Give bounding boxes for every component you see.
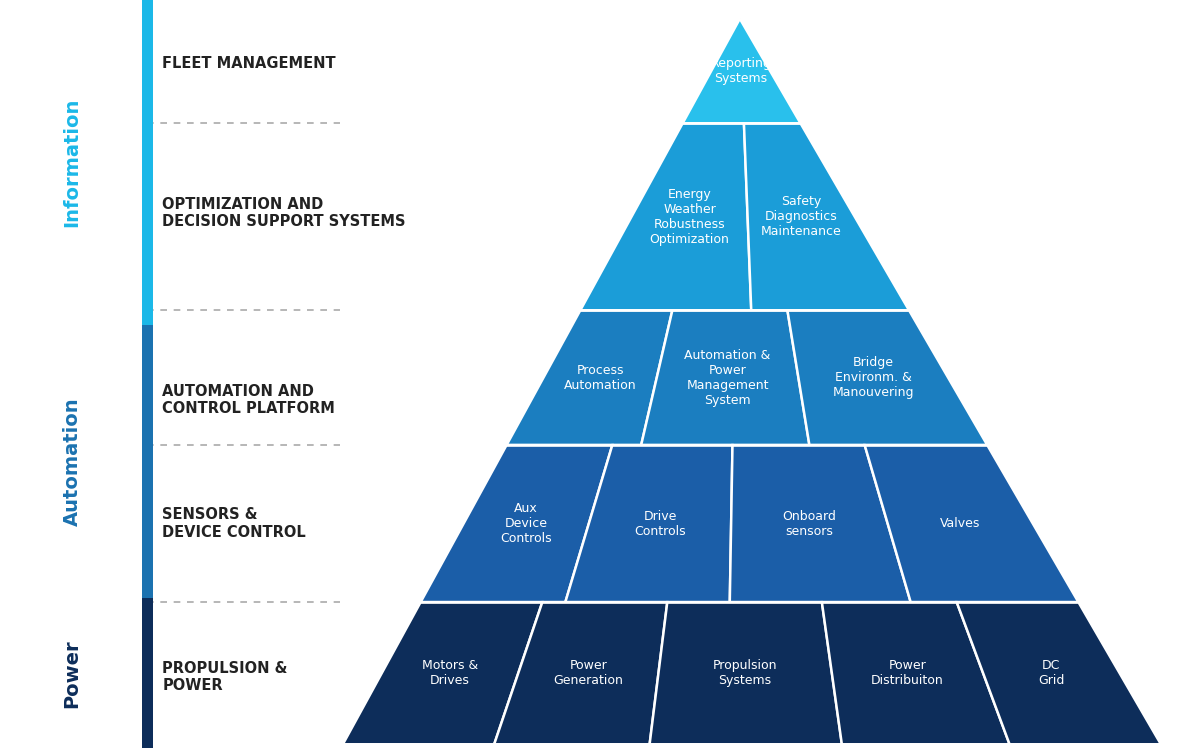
Polygon shape xyxy=(641,310,810,445)
Text: Onboard
sensors: Onboard sensors xyxy=(782,509,836,538)
Polygon shape xyxy=(743,123,909,310)
Polygon shape xyxy=(421,445,1078,602)
Text: Bridge
Environm. &
Manouvering: Bridge Environm. & Manouvering xyxy=(832,356,914,399)
Polygon shape xyxy=(822,602,1009,744)
Polygon shape xyxy=(956,602,1161,744)
Text: Power
Generation: Power Generation xyxy=(553,659,623,687)
Text: Process
Automation: Process Automation xyxy=(564,364,636,392)
Polygon shape xyxy=(650,602,842,744)
Bar xyxy=(142,0,153,325)
Bar xyxy=(142,325,153,598)
Polygon shape xyxy=(730,445,911,602)
Text: Aux
Device
Controls: Aux Device Controls xyxy=(500,502,552,545)
Text: SENSORS &
DEVICE CONTROL: SENSORS & DEVICE CONTROL xyxy=(162,507,306,540)
Polygon shape xyxy=(506,310,988,445)
Text: Safety
Diagnostics
Maintenance: Safety Diagnostics Maintenance xyxy=(760,195,842,239)
Polygon shape xyxy=(565,445,733,602)
Polygon shape xyxy=(494,602,668,744)
Text: Automation &
Power
Management
System: Automation & Power Management System xyxy=(685,349,771,407)
Text: Automation: Automation xyxy=(63,398,82,526)
Text: FLEET MANAGEMENT: FLEET MANAGEMENT xyxy=(162,56,336,71)
Polygon shape xyxy=(865,445,1078,602)
Text: OPTIMIZATION AND
DECISION SUPPORT SYSTEMS: OPTIMIZATION AND DECISION SUPPORT SYSTEM… xyxy=(162,197,405,230)
Text: Drive
Controls: Drive Controls xyxy=(634,509,686,538)
Text: Valves: Valves xyxy=(940,517,980,530)
Bar xyxy=(142,598,153,748)
Polygon shape xyxy=(682,19,801,123)
Polygon shape xyxy=(506,310,672,445)
Text: Power: Power xyxy=(63,639,82,708)
Text: Propulsion
Systems: Propulsion Systems xyxy=(713,659,777,687)
Text: PROPULSION &
POWER: PROPULSION & POWER xyxy=(162,660,288,693)
Polygon shape xyxy=(343,602,1161,744)
Polygon shape xyxy=(788,310,988,445)
Text: DC
Grid: DC Grid xyxy=(1038,659,1065,687)
Text: AUTOMATION AND
CONTROL PLATFORM: AUTOMATION AND CONTROL PLATFORM xyxy=(162,384,336,417)
Polygon shape xyxy=(343,602,543,744)
Text: Reporting
Systems: Reporting Systems xyxy=(710,57,771,85)
Text: Information: Information xyxy=(63,98,82,227)
Polygon shape xyxy=(421,445,612,602)
Text: Energy
Weather
Robustness
Optimization: Energy Weather Robustness Optimization xyxy=(650,188,729,246)
Text: Motors &
Drives: Motors & Drives xyxy=(422,659,478,687)
Polygon shape xyxy=(682,19,801,123)
Polygon shape xyxy=(580,123,909,310)
Text: Power
Distribuiton: Power Distribuiton xyxy=(871,659,944,687)
Polygon shape xyxy=(580,123,751,310)
